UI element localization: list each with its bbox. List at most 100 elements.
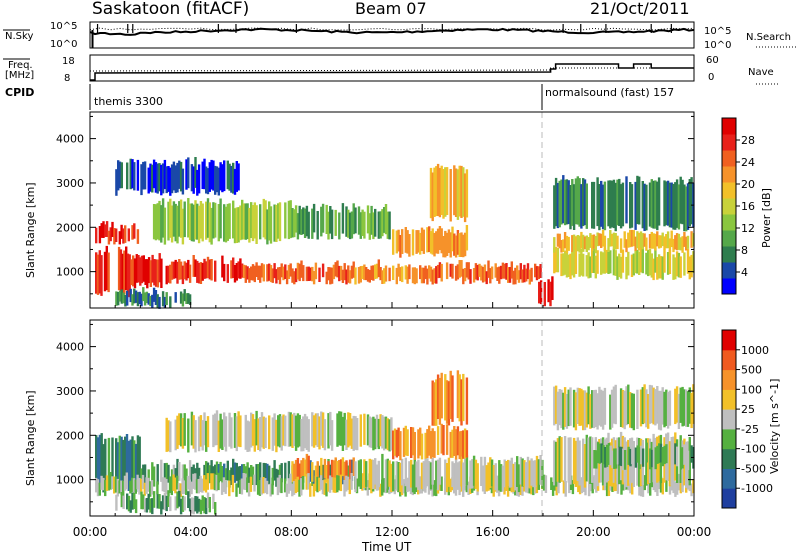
velocity-cell (530, 458, 533, 486)
velocity-cell (593, 450, 596, 469)
power-cell (523, 264, 526, 283)
power-cell (583, 236, 587, 250)
velocity-cell (217, 472, 220, 491)
power-cell (233, 208, 237, 244)
power-cell (119, 249, 123, 293)
velocity-cell (259, 462, 262, 485)
velocity-cell (619, 388, 623, 427)
velocity-cell (496, 475, 499, 493)
nave-tick-bottom: 0 (708, 72, 714, 83)
velocity-cell (355, 478, 359, 494)
velocity-cell (152, 466, 156, 487)
power-cell (583, 179, 587, 226)
velocity-cell (268, 465, 271, 485)
cpid-segment-1: themis 3300 (94, 95, 163, 108)
power-cell (666, 252, 670, 275)
velocity-cell (665, 475, 668, 492)
velocity-cell (379, 483, 382, 497)
velocity-cell (618, 446, 621, 466)
power-cell (368, 213, 371, 240)
velocity-cell (657, 390, 661, 430)
power-cell (179, 199, 183, 238)
power-cell (607, 238, 610, 252)
velocity-cell (111, 437, 114, 489)
velocity-cell (636, 389, 639, 429)
velocity-cell (652, 387, 655, 425)
velocity-cell (203, 475, 206, 491)
velocity-cell (178, 490, 181, 507)
velocity-cell (585, 392, 588, 428)
power-cell (133, 258, 137, 289)
power-cell (105, 245, 108, 291)
velocity-cell (224, 416, 228, 452)
power-cell (223, 263, 226, 282)
power-cell (563, 232, 567, 249)
velocity-cell (341, 457, 345, 477)
velocity-cell (670, 437, 673, 486)
power-cell (172, 201, 176, 237)
velocity-cell (645, 442, 648, 463)
power-cell (612, 248, 616, 276)
power-cell (616, 235, 619, 250)
velocity-cell (287, 478, 290, 494)
power-cell (596, 177, 599, 227)
velocity-colorbar-swatch (722, 468, 736, 489)
power-cell (596, 250, 599, 274)
velocity-cell (98, 434, 102, 486)
power-cell (203, 158, 206, 190)
power-cell (553, 185, 556, 229)
velocity-cell (320, 457, 323, 479)
power-cell (535, 266, 539, 281)
velocity-cell (582, 438, 585, 483)
velocity-cell (170, 469, 174, 487)
velocity-cell (554, 385, 558, 424)
velocity-cell (347, 465, 350, 485)
power-cell (681, 236, 684, 253)
power-cell (603, 181, 607, 231)
velocity-cell (277, 415, 280, 447)
power-cell (277, 267, 280, 280)
velocity-cell (329, 411, 332, 446)
power-cell (489, 268, 492, 284)
power-cell (686, 235, 690, 249)
velocity-cell (413, 432, 416, 460)
velocity-cell (293, 463, 296, 483)
power-cell (115, 228, 118, 242)
velocity-cell (169, 496, 172, 512)
velocity-cell (632, 441, 635, 487)
power-cell (187, 293, 190, 304)
power-cell (347, 265, 350, 283)
power-cell (178, 201, 181, 237)
velocity-cell (133, 493, 136, 509)
velocity-cell (296, 476, 299, 492)
power-cell (679, 256, 682, 278)
velocity-cell (346, 476, 350, 490)
power-cell (239, 258, 242, 279)
velocity-cell (143, 482, 146, 496)
velocity-cell (124, 436, 127, 486)
velocity-cell (160, 459, 163, 482)
velocity-cell (174, 496, 177, 511)
velocity-cell (447, 381, 451, 426)
velocity-cell (395, 429, 398, 458)
velocity-cell (465, 478, 468, 493)
power-cell (686, 248, 690, 274)
velocity-cell (422, 461, 425, 492)
power-cell (458, 260, 461, 278)
power-cell (188, 294, 192, 305)
time-tick-label: 12:00 (375, 525, 410, 539)
velocity-cell (544, 475, 548, 493)
velocity-cell (677, 393, 681, 429)
power-cell (585, 235, 588, 253)
velocity-cell (181, 418, 185, 449)
power-cell (172, 161, 176, 191)
power-cell (341, 203, 345, 234)
power-cell (130, 259, 133, 286)
velocity-cell (372, 459, 375, 489)
velocity-cell (629, 448, 632, 467)
power-cell (659, 235, 663, 248)
power-colorbar-swatch (722, 230, 736, 247)
velocity-cell (390, 463, 393, 492)
velocity-cell (631, 446, 634, 465)
velocity-cell (145, 498, 149, 513)
